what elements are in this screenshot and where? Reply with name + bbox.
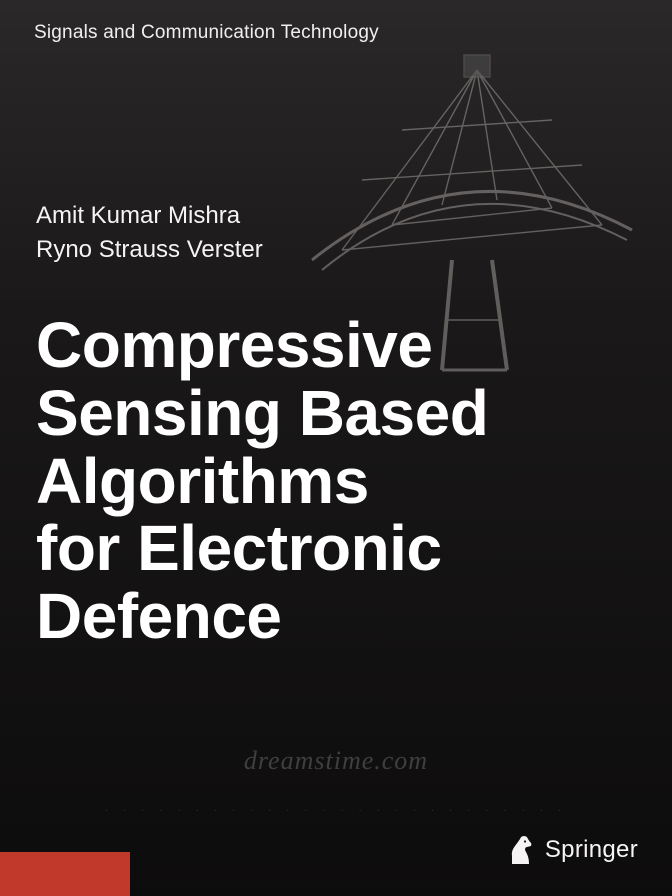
watermark-text: dreamstime.com [0, 746, 672, 776]
series-name: Signals and Communication Technology [34, 22, 379, 44]
book-cover: Signals and Communication Technology Ami… [0, 0, 672, 896]
title-line-4: for Electronic [36, 512, 442, 584]
book-title: Compressive Sensing Based Algorithms for… [36, 312, 632, 651]
title-line-2: Sensing Based [36, 377, 488, 449]
author-1: Amit Kumar Mishra [36, 200, 263, 232]
title-line-1: Compressive [36, 309, 432, 381]
accent-bar [0, 852, 130, 896]
title-line-3: Algorithms [36, 445, 369, 517]
authors-block: Amit Kumar Mishra Ryno Strauss Verster [36, 200, 263, 269]
publisher-name: Springer [545, 836, 638, 864]
author-2: Ryno Strauss Verster [36, 234, 263, 266]
springer-horse-icon [505, 832, 537, 868]
title-line-5: Defence [36, 580, 282, 652]
publisher-block: Springer [505, 832, 638, 868]
watermark-dots: · · · · · · · · · · · · · · · · · · · · … [0, 805, 672, 816]
